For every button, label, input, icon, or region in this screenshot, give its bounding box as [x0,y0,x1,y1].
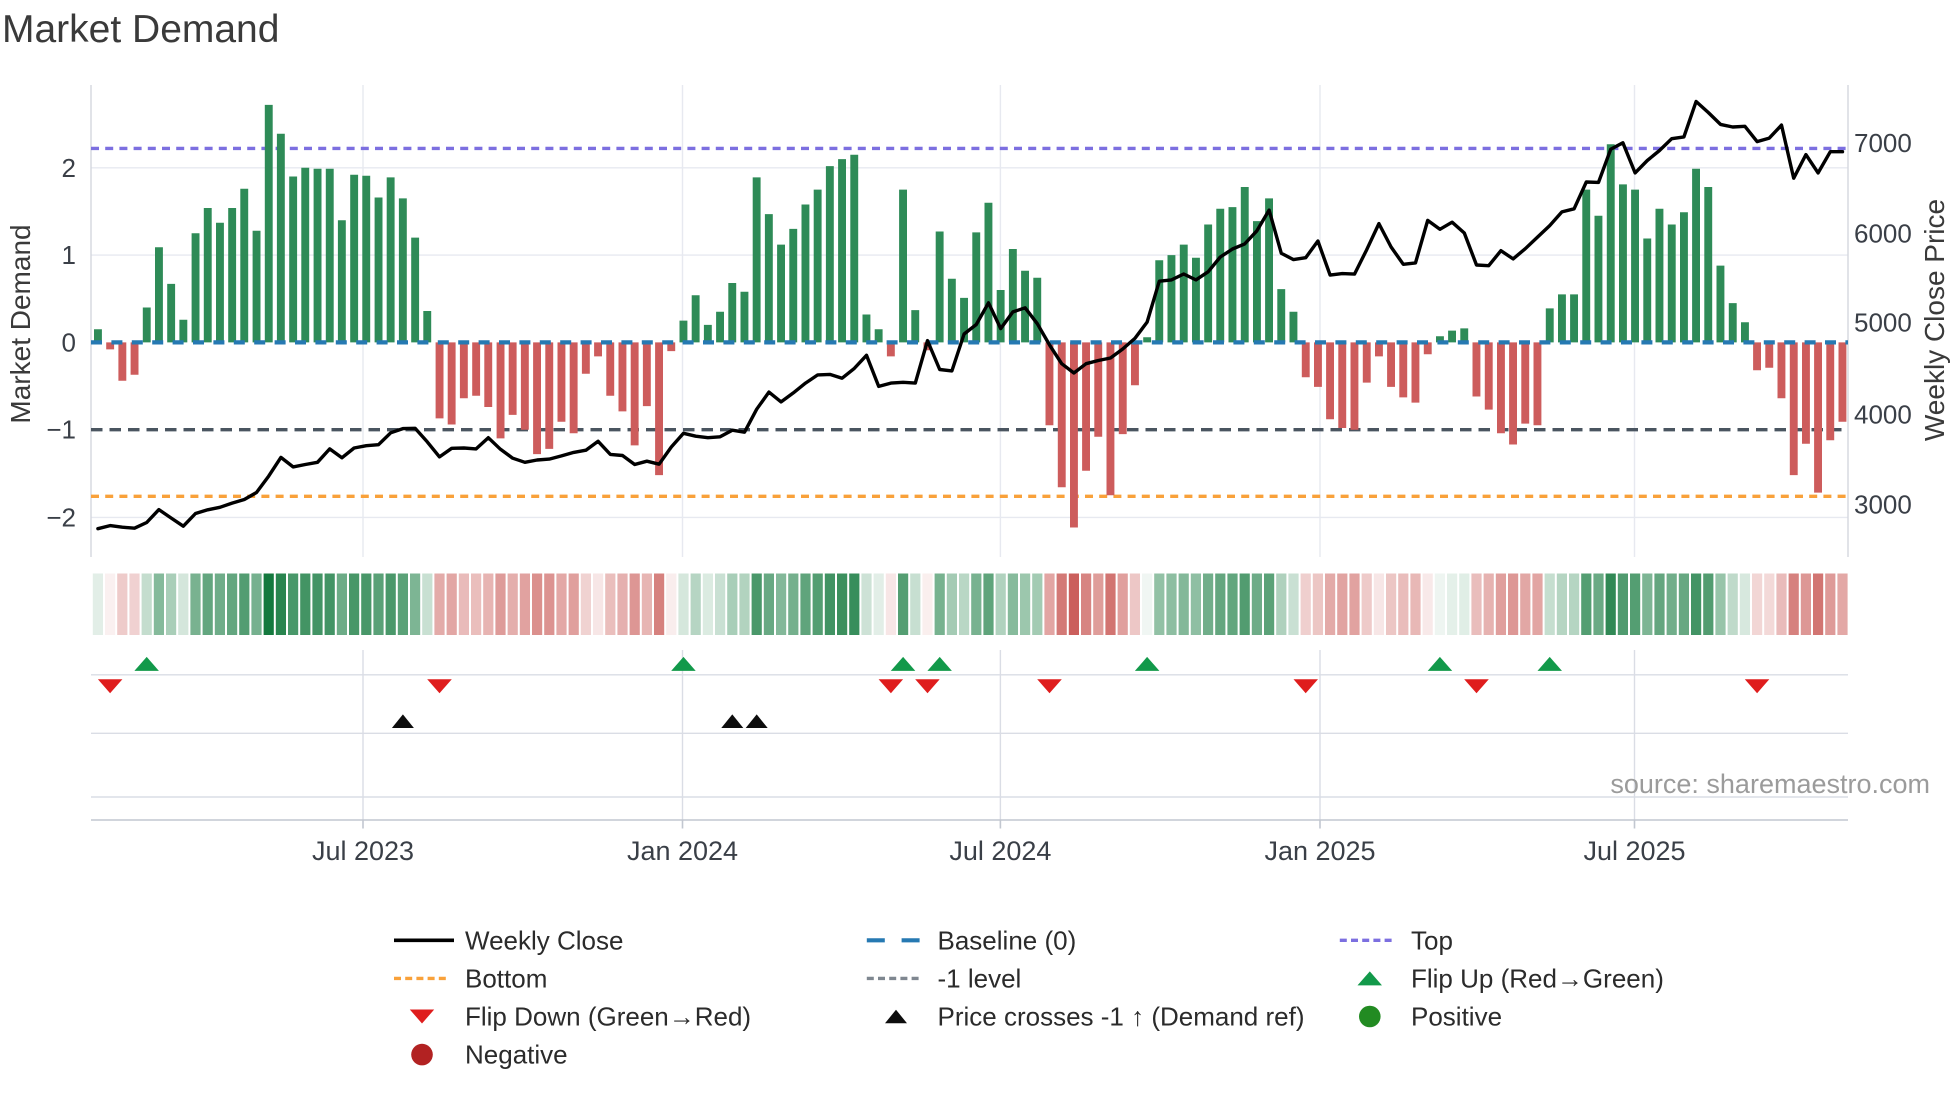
svg-text:Jan 2024: Jan 2024 [627,836,738,866]
svg-text:Baseline (0): Baseline (0) [938,925,1077,955]
svg-text:Flip Up (Red→Green): Flip Up (Red→Green) [1411,963,1664,993]
svg-text:7000: 7000 [1854,128,1912,158]
svg-text:Positive: Positive [1411,1002,1502,1032]
svg-text:1: 1 [62,240,76,270]
svg-text:0: 0 [62,327,76,357]
svg-text:Weekly Close: Weekly Close [465,925,623,955]
svg-text:Jul 2025: Jul 2025 [1583,836,1685,866]
svg-text:−2: −2 [46,502,76,532]
svg-text:Market Demand: Market Demand [5,224,36,423]
svg-text:3000: 3000 [1854,490,1912,520]
svg-text:Bottom: Bottom [465,963,547,993]
svg-text:Negative: Negative [465,1040,568,1070]
svg-text:Jul 2023: Jul 2023 [312,836,414,866]
svg-text:Price crosses -1 ↑ (Demand ref: Price crosses -1 ↑ (Demand ref) [938,1002,1305,1032]
svg-text:-1 level: -1 level [938,963,1022,993]
svg-text:2: 2 [62,153,76,183]
svg-text:Flip Down (Green→Red): Flip Down (Green→Red) [465,1002,751,1032]
svg-text:5000: 5000 [1854,308,1912,338]
svg-text:Top: Top [1411,925,1453,955]
svg-text:source: sharemaestro.com: source: sharemaestro.com [1610,769,1930,799]
svg-text:6000: 6000 [1854,218,1912,248]
svg-text:−1: −1 [46,415,76,445]
svg-text:Market Demand: Market Demand [2,8,279,51]
svg-text:Weekly Close Price: Weekly Close Price [1919,199,1950,441]
svg-text:Jan 2025: Jan 2025 [1264,836,1375,866]
svg-text:Jul 2024: Jul 2024 [949,836,1051,866]
svg-text:4000: 4000 [1854,400,1912,430]
